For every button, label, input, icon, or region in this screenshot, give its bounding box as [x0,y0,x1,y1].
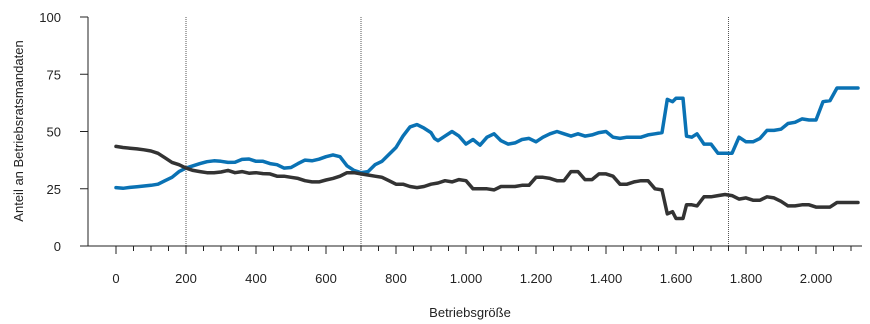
x-axis-ticks: 0 200 400 600 800 1.000 1.200 1.400 1.600 1.800 2.… [112,246,852,286]
x-tick-label: 1.400 [590,271,623,286]
y-tick-label: 50 [47,125,61,140]
x-tick-label: 600 [315,271,337,286]
x-tick-label: 0 [112,271,119,286]
y-tick-label: 75 [47,67,61,82]
y-tick-label: 0 [54,239,61,254]
series-line-2 [114,144,860,221]
x-tick-label: 1.000 [450,271,483,286]
x-tick-label: 1.800 [730,271,763,286]
y-axis-ticks: 0 25 50 75 100 [39,10,88,254]
series-lines [114,86,860,221]
x-tick-label: 2.000 [800,271,833,286]
y-axis-title: Anteil an Betriebsratsmandaten [11,40,26,221]
axes [87,17,862,247]
x-tick-label: 200 [175,271,197,286]
x-tick-label: 400 [245,271,267,286]
series-line-1 [114,86,860,191]
x-axis-title: Betriebsgröße [429,305,511,320]
y-tick-label: 25 [47,182,61,197]
x-tick-label: 1.600 [660,271,693,286]
x-tick-label: 800 [385,271,407,286]
reference-lines [185,17,729,246]
x-tick-label: 1.200 [520,271,553,286]
y-tick-label: 100 [39,10,61,25]
